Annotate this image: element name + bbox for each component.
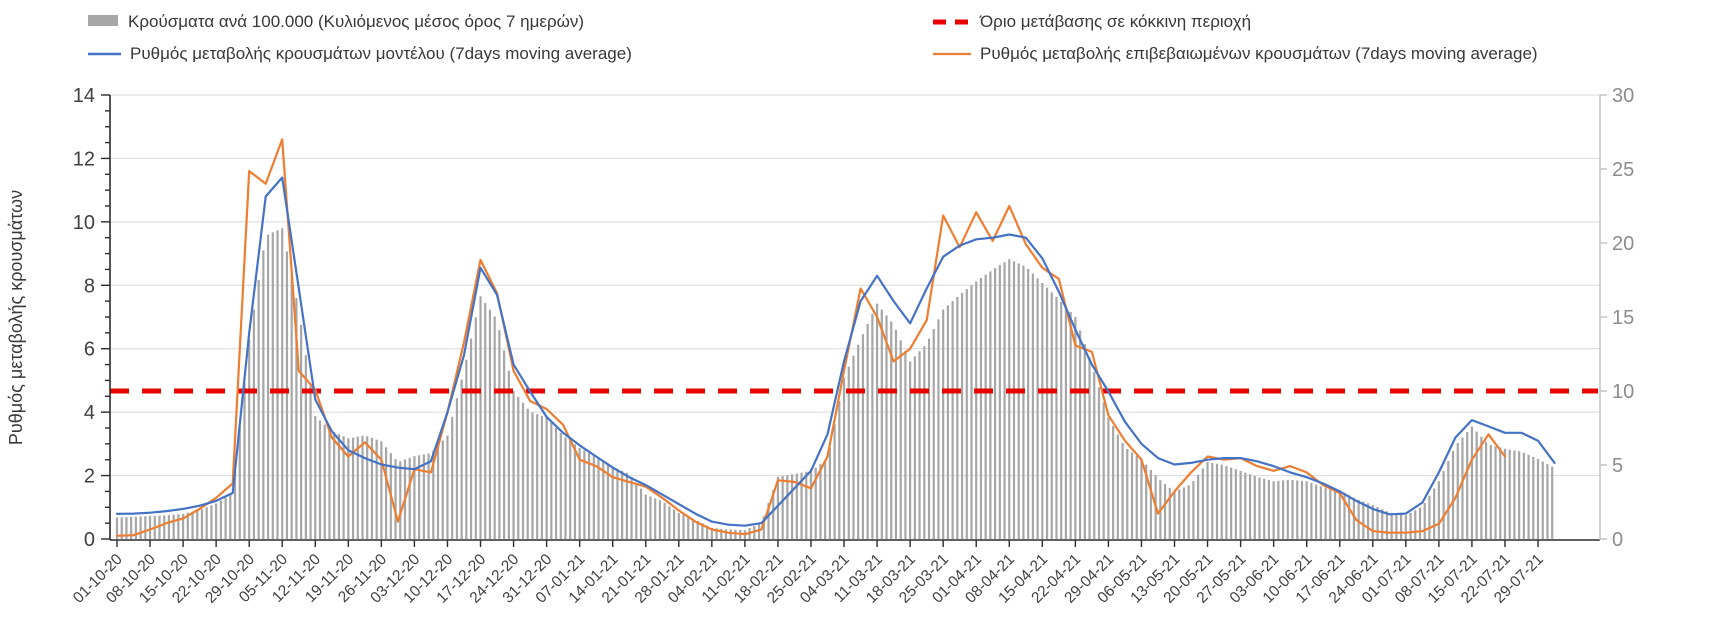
legend-item-cases: Κρούσματα ανά 100.000 (Κυλιόμενος μέσος … <box>88 12 584 32</box>
legend-label-model: Ρυθμός μεταβολής κρουσμάτων μοντέλου (7d… <box>130 44 632 63</box>
right-axis-tick-label: 30 <box>1612 85 1634 107</box>
left-axis-ticks: 0 2 4 6 8 10 12 14 <box>73 85 110 551</box>
legend-label-cases: Κρούσματα ανά 100.000 (Κυλιόμενος μέσος … <box>128 12 585 31</box>
right-axis-tick-label: 20 <box>1612 233 1634 255</box>
model-rate-line <box>115 176 1556 527</box>
legend-item-confirmed: Ρυθμός μεταβολής επιβεβαιωμένων κρουσμάτ… <box>932 44 1538 64</box>
left-axis-tick-label: 2 <box>84 466 95 488</box>
right-axis-tick-label: 25 <box>1612 159 1634 181</box>
blue-line-swatch-icon <box>88 44 122 64</box>
orange-line-swatch-icon <box>932 44 972 64</box>
legend-item-model: Ρυθμός μεταβολής κρουσμάτων μοντέλου (7d… <box>88 44 632 64</box>
gridlines <box>110 94 1600 477</box>
left-axis-tick-label: 6 <box>84 339 95 361</box>
legend-item-threshold: Όριο μετάβασης σε κόκκινη περιοχή <box>932 12 1251 32</box>
right-axis-tick-label: 15 <box>1612 307 1634 329</box>
left-axis-tick-label: 8 <box>84 275 95 297</box>
right-axis-ticks: 0 5 10 15 20 25 30 <box>1600 85 1634 551</box>
left-axis-title: Ρυθμός μεταβολής κρουσμάτων <box>6 190 26 445</box>
cases-bars-series <box>115 228 1554 540</box>
gray-bar-swatch-icon <box>88 12 120 32</box>
right-axis-tick-label: 10 <box>1612 381 1634 403</box>
right-axis-tick-label: 5 <box>1612 455 1623 477</box>
left-axis-tick-label: 12 <box>73 148 95 170</box>
x-axis-ticks: 01-10-2008-10-2015-10-2022-10-2029-10-20… <box>70 540 1547 607</box>
left-axis-tick-label: 10 <box>73 212 95 234</box>
legend-label-confirmed: Ρυθμός μεταβολής επιβεβαιωμένων κρουσμάτ… <box>980 44 1538 63</box>
left-axis-tick-label: 14 <box>73 85 95 107</box>
right-axis-tick-label: 0 <box>1612 529 1623 551</box>
confirmed-rate-line <box>115 138 1507 537</box>
left-axis-tick-label: 4 <box>84 402 95 424</box>
left-axis-tick-label: 0 <box>84 529 95 551</box>
red-dash-swatch-icon <box>932 12 972 32</box>
legend-label-threshold: Όριο μετάβασης σε κόκκινη περιοχή <box>980 12 1252 31</box>
